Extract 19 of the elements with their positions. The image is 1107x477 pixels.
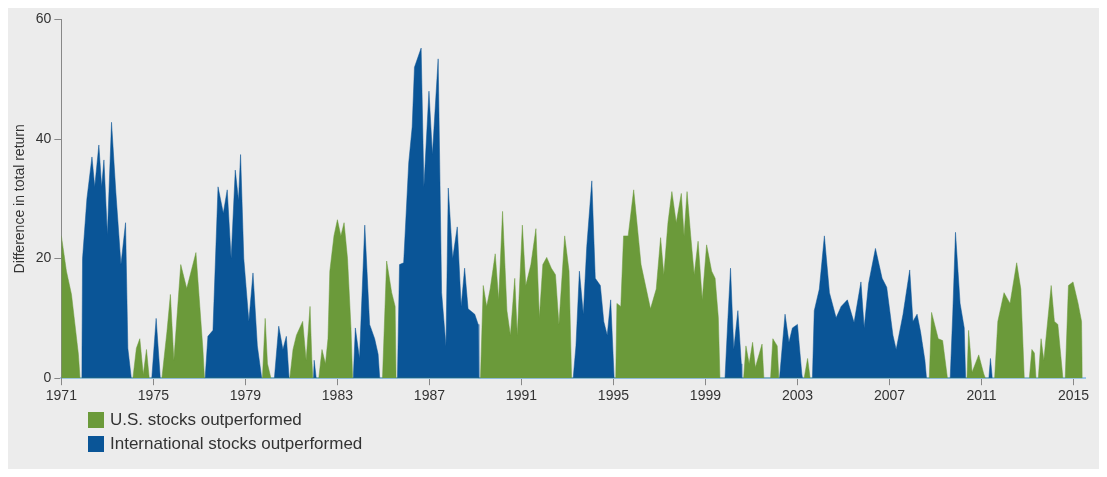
x-tick-label: 1987 — [413, 387, 446, 404]
legend-label: U.S. stocks outperformed — [110, 410, 302, 430]
y-axis-title: Difference in total return — [11, 124, 28, 274]
x-tick-label: 2007 — [873, 387, 906, 404]
x-tick-label: 1979 — [229, 387, 262, 404]
y-tick-label: 0 — [43, 369, 52, 386]
x-tick-label: 1975 — [137, 387, 170, 404]
x-tick-label: 1991 — [505, 387, 538, 404]
x-tick-label: 1999 — [689, 387, 722, 404]
y-tick-label: 20 — [35, 249, 52, 266]
x-tick-label: 2015 — [1057, 387, 1090, 404]
y-tick-label: 60 — [35, 10, 52, 27]
x-tick-label: 1983 — [321, 387, 354, 404]
legend-label: International stocks outperformed — [110, 434, 363, 454]
y-tick-label: 40 — [35, 129, 52, 146]
x-tick-label: 2011 — [966, 387, 997, 404]
x-tick-label: 1995 — [597, 387, 630, 404]
x-tick-label: 2003 — [781, 387, 814, 404]
x-tick-label: 1971 — [45, 387, 78, 404]
